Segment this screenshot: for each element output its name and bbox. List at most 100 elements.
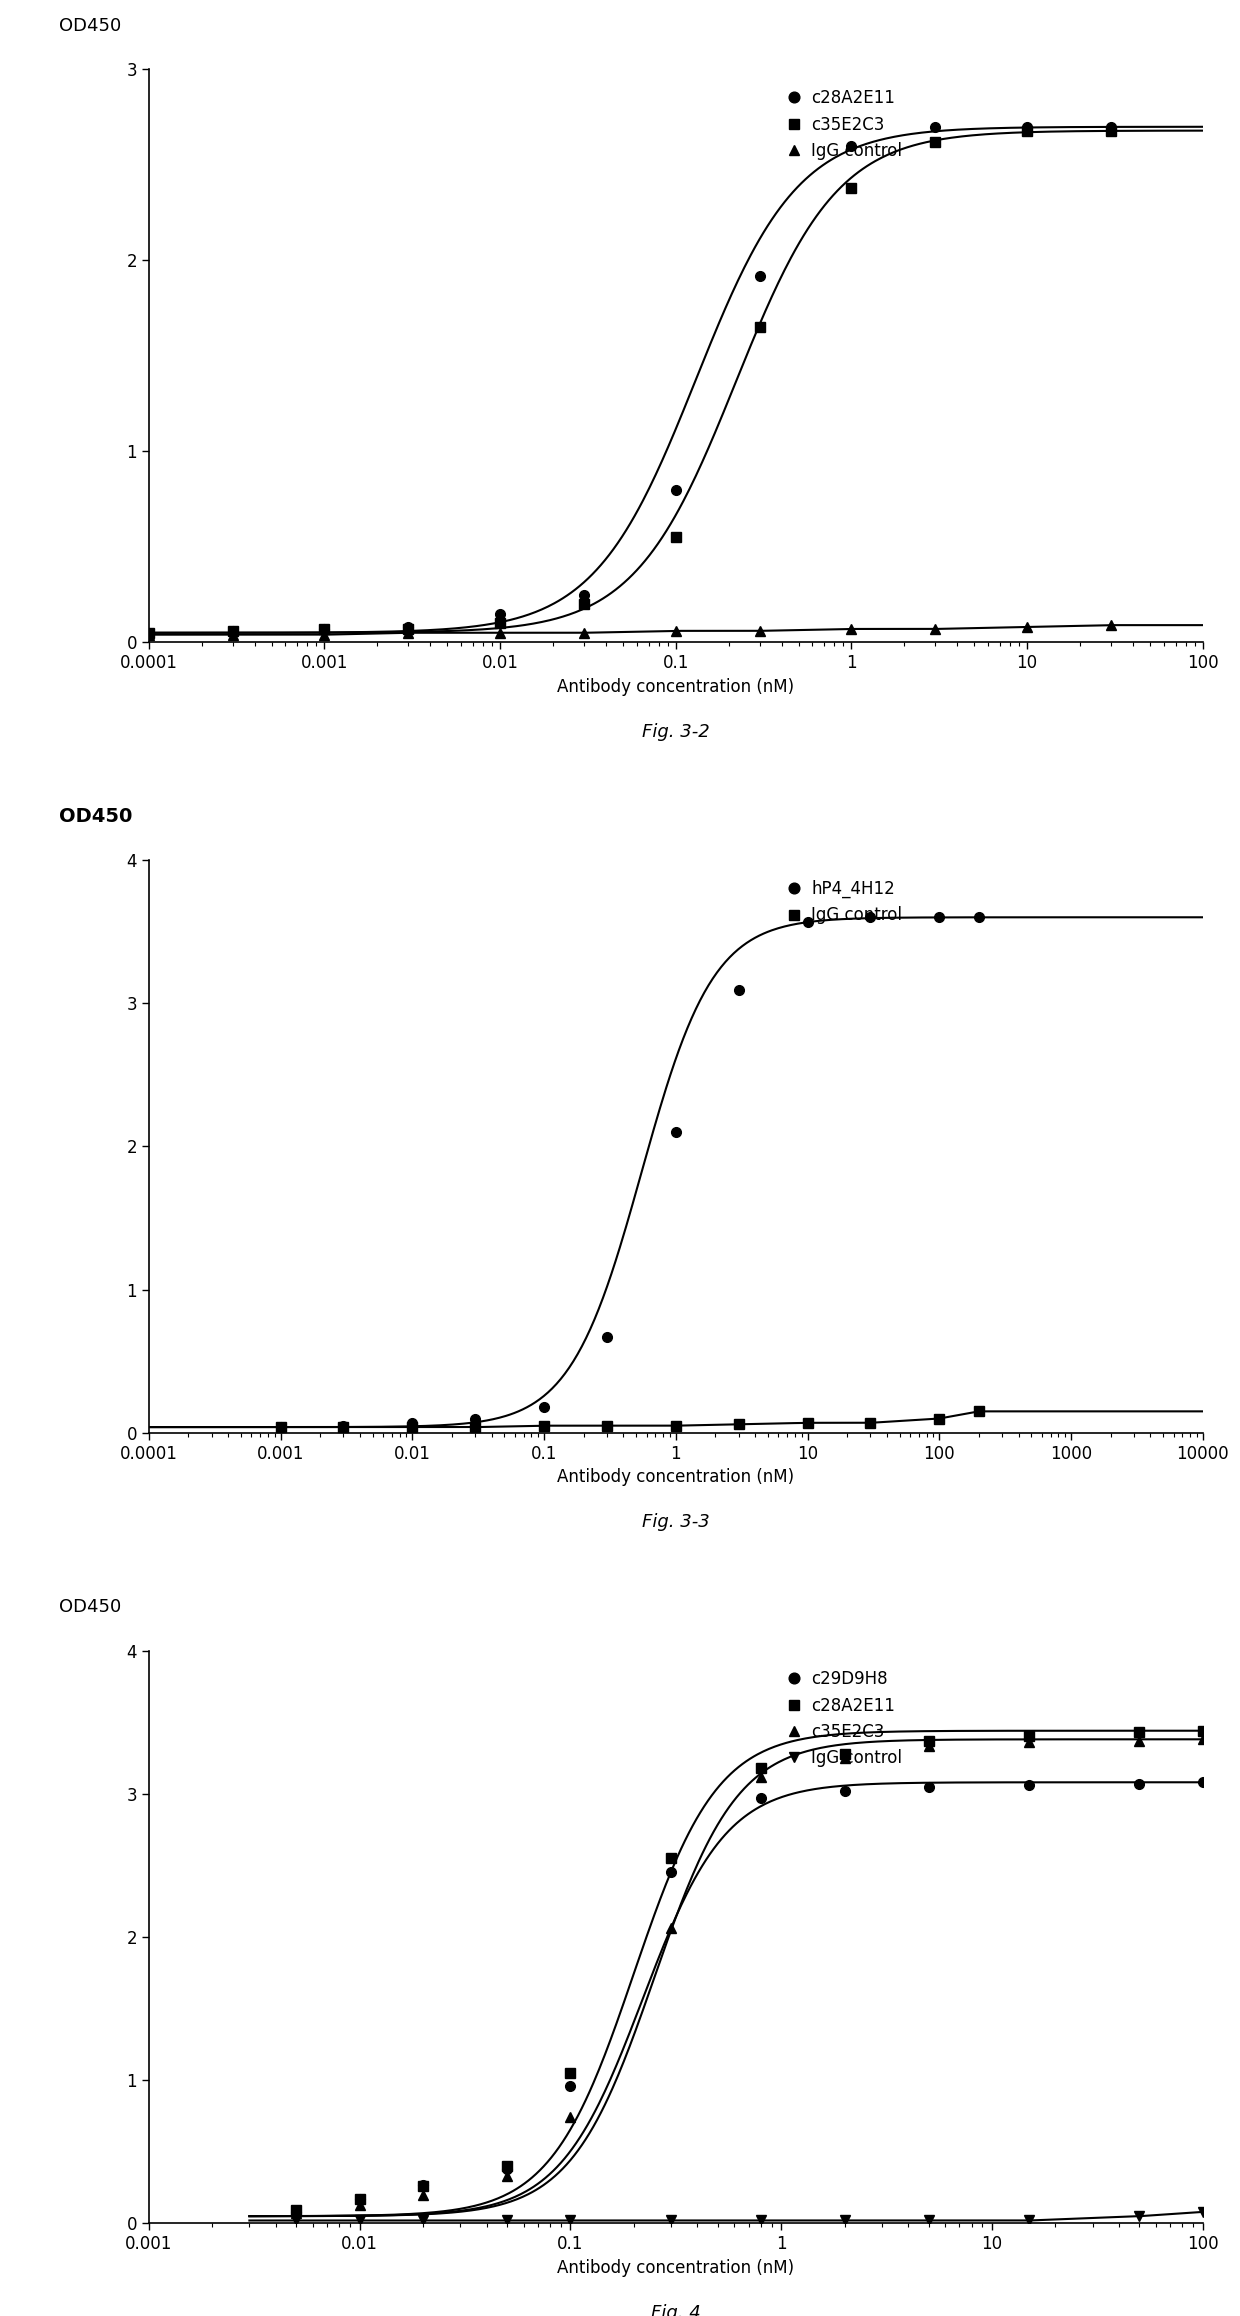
c35E2C3 [401, 616, 415, 644]
hP4_4H12 [732, 977, 746, 1005]
c28A2E11 [1132, 1718, 1147, 1746]
IgG control [317, 621, 332, 648]
c28A2E11 [1022, 1723, 1037, 1751]
Line: c35E2C3: c35E2C3 [144, 125, 1116, 637]
IgG control [401, 618, 415, 646]
hP4_4H12 [863, 903, 878, 931]
IgG control [1019, 614, 1034, 642]
c28A2E11 [289, 2196, 304, 2223]
Line: IgG control: IgG control [291, 2207, 1208, 2226]
IgG control [352, 2207, 367, 2235]
c35E2C3 [492, 609, 507, 637]
c35E2C3 [352, 2191, 367, 2219]
IgG control [415, 2207, 430, 2235]
c29D9H8 [352, 2184, 367, 2212]
c35E2C3 [844, 174, 859, 201]
c29D9H8 [1195, 1769, 1210, 1797]
Text: Fig. 3-3: Fig. 3-3 [642, 1512, 709, 1531]
c35E2C3 [226, 616, 241, 644]
hP4_4H12 [273, 1413, 288, 1441]
IgG control [1195, 2198, 1210, 2226]
c29D9H8 [837, 1776, 852, 1804]
Text: OD450: OD450 [60, 16, 122, 35]
c28A2E11 [317, 616, 332, 644]
IgG control [971, 1397, 986, 1424]
Legend: c28A2E11, c35E2C3, IgG control: c28A2E11, c35E2C3, IgG control [790, 90, 903, 160]
c35E2C3 [1104, 116, 1118, 144]
IgG control [500, 2207, 515, 2235]
Line: c29D9H8: c29D9H8 [291, 1776, 1208, 2216]
c28A2E11 [844, 132, 859, 160]
c29D9H8 [563, 2073, 578, 2101]
c28A2E11 [577, 581, 591, 609]
IgG control [336, 1413, 351, 1441]
hP4_4H12 [932, 903, 947, 931]
IgG control [1104, 611, 1118, 639]
c28A2E11 [401, 614, 415, 642]
c29D9H8 [500, 2156, 515, 2184]
c29D9H8 [415, 2170, 430, 2198]
c29D9H8 [663, 1860, 678, 1888]
Text: OD450: OD450 [60, 806, 133, 824]
c28A2E11 [754, 1753, 769, 1781]
c35E2C3 [1019, 116, 1034, 144]
hP4_4H12 [537, 1394, 552, 1422]
IgG control [837, 2207, 852, 2235]
c35E2C3 [500, 2163, 515, 2191]
c28A2E11 [1195, 1716, 1210, 1744]
IgG control [668, 616, 683, 644]
IgG control [844, 616, 859, 644]
c29D9H8 [1132, 1769, 1147, 1797]
Legend: hP4_4H12, IgG control: hP4_4H12, IgG control [790, 880, 903, 924]
IgG control [921, 2207, 936, 2235]
Text: Fig. 4: Fig. 4 [651, 2304, 701, 2316]
c28A2E11 [415, 2172, 430, 2200]
IgG control [754, 2207, 769, 2235]
IgG control [467, 1413, 482, 1441]
c35E2C3 [317, 616, 332, 644]
X-axis label: Antibody concentration (nM): Antibody concentration (nM) [557, 1468, 795, 1487]
X-axis label: Antibody concentration (nM): Antibody concentration (nM) [557, 679, 795, 695]
IgG control [1022, 2207, 1037, 2235]
Legend: c29D9H8, c28A2E11, c35E2C3, IgG control: c29D9H8, c28A2E11, c35E2C3, IgG control [790, 1670, 903, 1767]
c35E2C3 [563, 2103, 578, 2131]
IgG control [273, 1413, 288, 1441]
Text: OD450: OD450 [60, 1598, 122, 1617]
IgG control [753, 616, 768, 644]
Line: c28A2E11: c28A2E11 [291, 1725, 1208, 2216]
hP4_4H12 [336, 1413, 351, 1441]
IgG control [928, 616, 942, 644]
IgG control [563, 2207, 578, 2235]
c29D9H8 [921, 1772, 936, 1800]
c28A2E11 [663, 1844, 678, 1871]
hP4_4H12 [467, 1403, 482, 1431]
c28A2E11 [141, 618, 156, 646]
c29D9H8 [1022, 1772, 1037, 1800]
c35E2C3 [577, 591, 591, 618]
c35E2C3 [928, 127, 942, 155]
c28A2E11 [563, 2059, 578, 2087]
c35E2C3 [663, 1915, 678, 1943]
IgG control [668, 1413, 683, 1441]
c29D9H8 [289, 2198, 304, 2226]
c35E2C3 [753, 313, 768, 340]
IgG control [577, 618, 591, 646]
c35E2C3 [921, 1732, 936, 1760]
c35E2C3 [141, 618, 156, 646]
c29D9H8 [754, 1783, 769, 1811]
c28A2E11 [1104, 113, 1118, 141]
c35E2C3 [1132, 1728, 1147, 1756]
IgG control [537, 1413, 552, 1441]
hP4_4H12 [971, 903, 986, 931]
hP4_4H12 [668, 1119, 683, 1146]
hP4_4H12 [599, 1322, 614, 1350]
c35E2C3 [1195, 1725, 1210, 1753]
IgG control [800, 1408, 815, 1436]
c28A2E11 [352, 2184, 367, 2212]
IgG control [404, 1413, 419, 1441]
IgG control [1132, 2203, 1147, 2230]
IgG control [663, 2207, 678, 2235]
hP4_4H12 [800, 908, 815, 936]
IgG control [599, 1413, 614, 1441]
Line: IgG control: IgG control [144, 621, 1116, 639]
